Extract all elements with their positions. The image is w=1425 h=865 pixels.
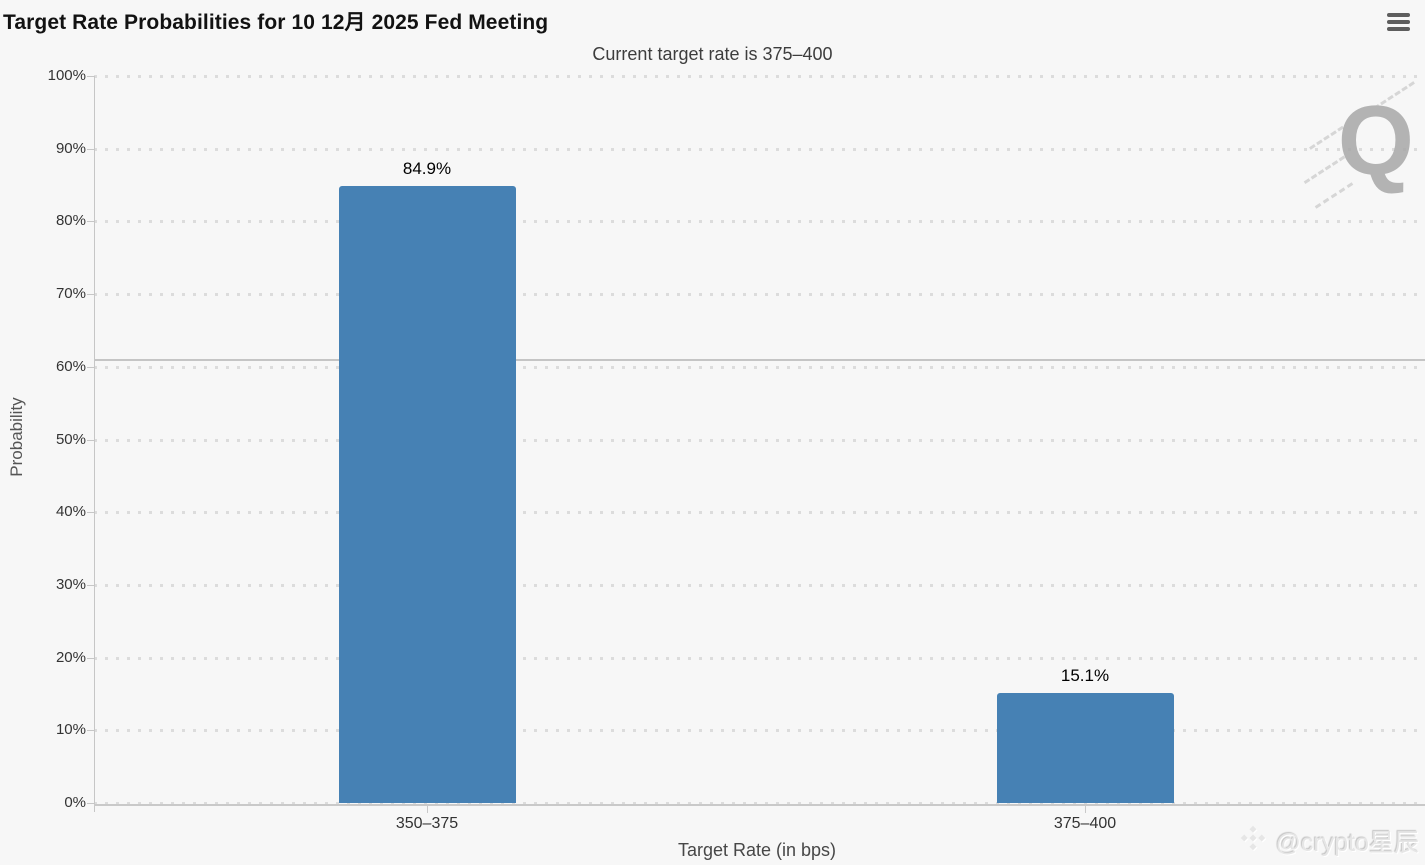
x-axis-category-label: 350–375 (395, 815, 459, 832)
probability-bar-375–400[interactable] (996, 693, 1174, 803)
x-axis-category-label: 375–400 (1053, 815, 1117, 832)
chart-context-menu-button[interactable] (1385, 13, 1412, 37)
y-axis-tick-label: 20% (55, 648, 86, 666)
y-axis-tick (87, 803, 94, 804)
y-axis-tick-label: 40% (55, 503, 86, 521)
gridline-80 (94, 220, 1425, 224)
gridline-100 (94, 75, 1425, 78)
y-axis-tick (87, 439, 94, 441)
chart-subtitle: Current target rate is 375–400 (592, 44, 833, 64)
x-axis-line (94, 804, 1425, 806)
y-axis-tick (87, 221, 94, 223)
bar-value-label: 15.1% (1060, 666, 1110, 686)
gridline-40 (94, 511, 1425, 515)
y-axis-tick-label: 70% (55, 285, 86, 303)
probability-bar-350–375[interactable] (338, 185, 516, 803)
gridline-70 (94, 293, 1425, 297)
hamburger-menu-icon (1385, 13, 1412, 31)
gridline-90 (94, 147, 1425, 151)
y-axis-title: Probability (7, 397, 26, 477)
y-axis-tick (87, 730, 94, 732)
gridline-60 (94, 365, 1425, 369)
y-axis-tick-label: 50% (55, 430, 86, 448)
y-axis-tick (87, 294, 94, 296)
y-axis-tick (87, 366, 94, 368)
y-axis-tick (87, 76, 94, 77)
bar-value-label: 84.9% (402, 158, 452, 178)
y-axis-tick-label: 60% (55, 357, 86, 375)
gridline-50 (94, 438, 1425, 442)
gridline-30 (94, 583, 1425, 587)
gridline-0 (94, 802, 1425, 805)
x-axis-tick (1085, 804, 1086, 813)
y-axis-tick-label: 30% (55, 575, 86, 593)
y-axis-tick-label: 100% (47, 67, 86, 84)
y-axis-tick (87, 512, 94, 514)
y-axis-tick-label: 80% (55, 212, 86, 230)
chart-title: Target Rate Probabilities for 10 12月 202… (3, 11, 549, 34)
credit-watermark-text: @crypto星辰 (1275, 829, 1419, 857)
y-axis-tick (87, 148, 94, 150)
quikstrike-logo-watermark: Q (1303, 81, 1425, 209)
reference-line (94, 358, 1425, 361)
y-axis-tick-label: 0% (64, 794, 86, 811)
x-axis-title: Target Rate (in bps) (677, 840, 837, 860)
y-axis-tick (87, 657, 94, 659)
q-logo-letter: Q (1337, 85, 1414, 195)
y-axis-tick-label: 90% (55, 139, 86, 157)
binance-diamond-icon (1239, 824, 1267, 859)
x-axis-tick (427, 804, 428, 813)
y-axis-line (94, 76, 95, 812)
gridline-10 (94, 729, 1425, 733)
y-axis-tick-label: 10% (55, 721, 86, 739)
credit-watermark: @crypto星辰 (1239, 823, 1419, 859)
gridline-20 (94, 656, 1425, 660)
y-axis-tick (87, 584, 94, 586)
